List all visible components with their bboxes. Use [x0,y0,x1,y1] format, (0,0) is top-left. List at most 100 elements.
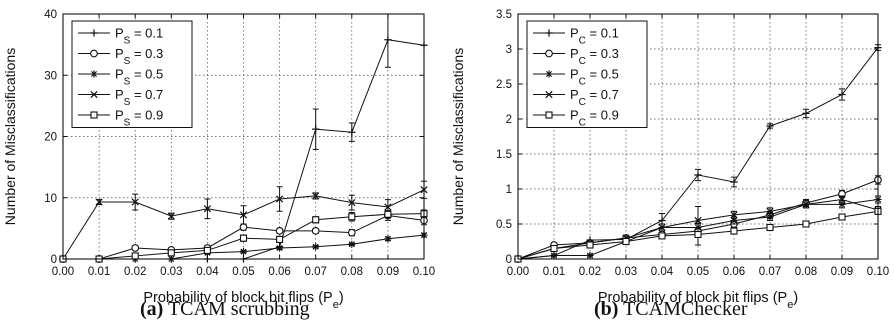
legend-marker [545,90,553,99]
data-point [550,244,558,253]
data-point [347,228,356,237]
legend-label: PS = 0.3 [115,46,163,67]
data-point [586,251,594,260]
y-tick-label: 0.5 [496,219,512,231]
data-point [239,234,248,242]
caption-a: (a) TCAM scrubbing [140,298,310,321]
data-point [766,213,774,221]
data-point [131,198,139,206]
y-tick-label: 0 [51,254,57,266]
legend-marker [90,90,98,99]
legend-marker [545,70,553,78]
data-point [167,249,175,257]
data-point [167,212,175,220]
x-tick-label: 0.05 [687,266,709,278]
data-point [730,216,738,225]
caption-b: (b) TCAMChecker [594,298,748,321]
y-axis-label: Number of Misclassifications [450,48,466,225]
data-point [622,237,630,246]
data-point [348,240,356,248]
data-point [766,207,774,216]
legend-label: PS = 0.1 [115,26,163,47]
legend-label: PS = 0.9 [115,108,163,129]
legend-label: PC = 0.9 [570,108,619,129]
data-point [312,216,320,224]
data-point [802,200,810,209]
data-point [275,195,284,203]
caption-b-label: (b) [594,298,619,320]
legend-label: PS = 0.7 [115,87,163,108]
chart-tcamchecker: 0.00 0.01 0.02 0.03 0.04 0.05 0.06 0.07 0.08 0.09… [450,9,889,311]
chart-tcam-scrubbing: 0.00 0.01 0.02 0.03 0.04 0.05 0.06 0.07 0.08 0.09… [2,9,435,311]
data-point [730,227,738,235]
legend: PS = 0.1PS = 0.3PS = 0.5PS = 0.7PS = 0.9 [71,20,193,129]
data-point [658,223,666,232]
data-point [239,223,248,231]
data-point [203,246,211,254]
x-tick-label: 0.00 [52,266,74,278]
legend-marker [90,70,98,78]
x-tick-label: 0.04 [196,266,219,278]
data-point [312,243,320,251]
x-tick-label: 0.01 [88,266,110,278]
x-tick-label: 0.03 [160,266,182,278]
x-tick-label: 0.03 [615,266,637,278]
data-point [384,203,392,211]
data-point [658,216,666,225]
data-point [312,192,320,200]
data-point [838,195,846,204]
x-tick-label: 0.05 [232,266,254,278]
data-point [203,205,212,213]
x-axis-label: Probability of block bit flips (Pe) [598,290,798,311]
legend-marker [545,49,553,58]
x-tick-label: 0.09 [377,266,399,278]
data-point [131,244,140,252]
data-point [694,230,702,239]
data-point [275,226,284,235]
y-tick-label: 30 [44,70,57,82]
data-point [311,226,320,235]
legend-marker [90,111,98,119]
caption-b-text: TCAMChecker [623,298,748,320]
data-point [838,200,846,208]
data-point [348,199,356,207]
x-tick-label: 0.08 [341,266,363,278]
x-axis-label: Probability of block bit flips (Pe) [143,290,343,311]
data-point [586,241,594,249]
y-tick-label: 2 [506,114,512,126]
caption-a-label: (a) [140,298,164,320]
legend-label: PC = 0.5 [570,67,619,88]
legend-marker [90,49,98,58]
y-tick-label: 20 [44,132,57,144]
data-point [384,210,392,218]
x-tick-label: 0.04 [651,266,674,278]
data-point [276,235,284,243]
data-point [838,213,846,221]
data-point [730,178,738,186]
y-axis-label: Number of Misclassifications [2,48,18,225]
legend-marker [545,29,553,37]
data-point [730,211,738,219]
legend-label: PC = 0.3 [570,46,619,67]
data-point [694,171,702,179]
x-tick-label: 0.02 [124,266,146,278]
x-tick-label: 0.07 [759,266,781,278]
data-point [802,220,810,228]
data-point [276,244,284,252]
data-point [384,36,392,44]
data-point [239,248,248,256]
x-tick-label: 0.08 [795,266,817,278]
x-tick-label: 0.09 [831,266,853,278]
data-point [694,216,702,225]
data-point [766,122,774,130]
data-point [550,251,558,260]
x-tick-label: 0.02 [579,266,601,278]
plot-frame [62,13,425,260]
y-tick-label: 40 [44,9,57,21]
y-tick-label: 10 [44,193,57,205]
legend-label: PC = 0.7 [570,87,619,108]
x-tick-label: 0.00 [507,266,529,278]
x-tick-label: 0.01 [543,266,565,278]
series-square [514,207,882,263]
